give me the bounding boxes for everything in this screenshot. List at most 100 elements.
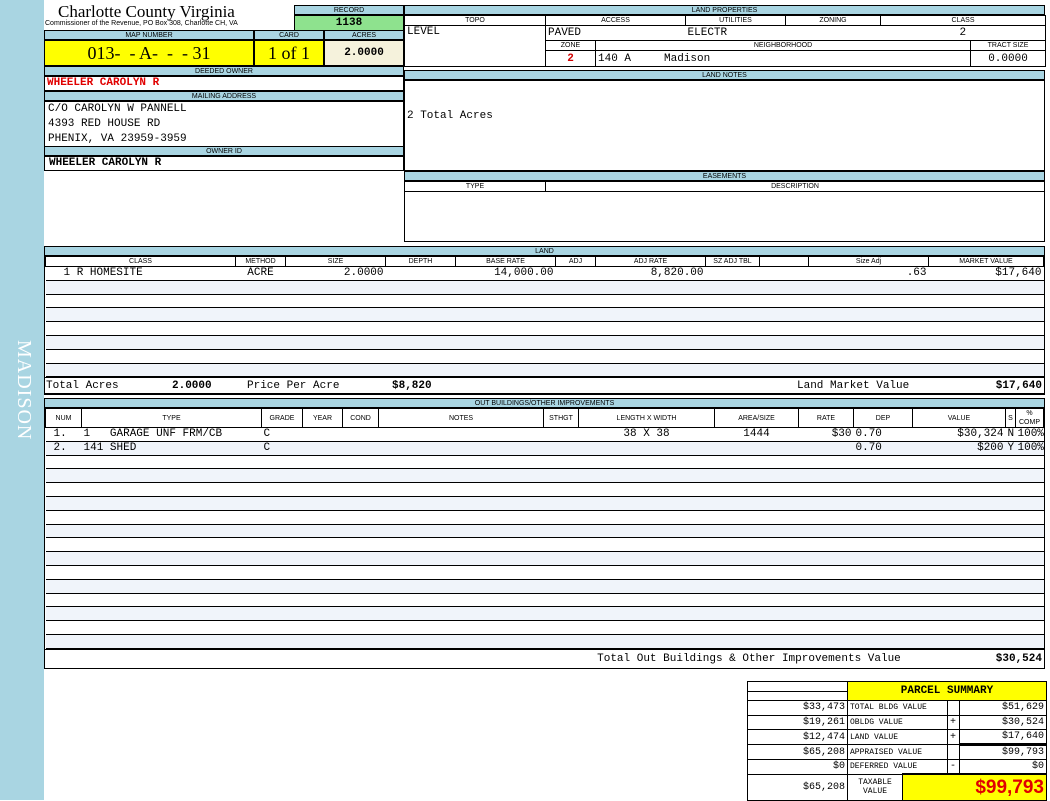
land-cell xyxy=(455,279,556,295)
outbuilding-cell xyxy=(1015,564,1044,580)
outbuilding-cell xyxy=(543,523,579,539)
class-value: 2 xyxy=(880,25,1047,41)
land-cell xyxy=(385,334,456,350)
summary-row: $0 DEFERRED VALUE - $0 xyxy=(747,759,1047,775)
map-number-label: MAP NUMBER xyxy=(44,30,254,40)
address-line: C/O CAROLYN W PANNELL xyxy=(48,103,187,115)
taxable-value: $99,793 xyxy=(902,773,1047,801)
summary-label: LAND VALUE xyxy=(847,729,948,745)
summary-operator xyxy=(947,700,960,716)
outbuilding-cell xyxy=(853,468,913,484)
outbuilding-cell xyxy=(1005,633,1016,649)
outbuilding-cell xyxy=(543,482,579,497)
outbuilding-cell xyxy=(302,454,343,470)
outbuilding-cell xyxy=(302,564,343,580)
outbuilding-cell xyxy=(1015,523,1044,539)
outbuilding-cell xyxy=(714,564,799,580)
outbuilding-cell xyxy=(378,564,544,580)
outbuilding-cell xyxy=(378,606,544,622)
outbuilding-cell xyxy=(853,606,913,622)
land-cell xyxy=(285,307,386,323)
summary-prior-value: $0 xyxy=(747,759,848,775)
acres-value: 2.0000 xyxy=(324,40,404,66)
land-cell xyxy=(928,334,1044,350)
outbuilding-cell xyxy=(714,592,799,608)
land-cell xyxy=(705,362,760,378)
outbuilding-cell xyxy=(578,523,715,539)
land-cell xyxy=(455,293,556,309)
outbuilding-row xyxy=(45,509,1044,525)
summary-prior-value: $12,474 xyxy=(747,729,848,745)
outbuilding-cell xyxy=(1015,454,1044,470)
outbuilding-cell xyxy=(302,633,343,649)
outbuilding-cell xyxy=(342,606,379,622)
summary-label: DEFERRED VALUE xyxy=(847,759,948,775)
land-cell xyxy=(595,321,706,336)
neighborhood-header: NEIGHBORHOOD xyxy=(594,40,972,51)
summary-operator xyxy=(947,744,960,760)
outbuilding-row xyxy=(45,592,1044,608)
total-acres-label: Total Acres xyxy=(46,379,119,392)
outbuilding-cell xyxy=(578,440,715,456)
outbuilding-cell xyxy=(1015,620,1044,635)
outbuilding-row xyxy=(45,564,1044,580)
outbuilding-cell xyxy=(378,427,544,442)
outbuilding-cell xyxy=(714,620,799,635)
outbuilding-cell xyxy=(853,551,913,566)
land-cell xyxy=(928,348,1044,364)
outbuilding-column-header: YEAR xyxy=(302,408,343,428)
outbuilding-row xyxy=(45,468,1044,484)
outbuilding-cell xyxy=(45,454,82,470)
land-cell xyxy=(285,293,386,309)
outbuilding-cell xyxy=(798,509,854,525)
outbuilding-cell xyxy=(578,537,715,553)
land-cell xyxy=(555,362,596,378)
outbuilding-cell xyxy=(798,564,854,580)
outbuilding-cell xyxy=(342,564,379,580)
outbuilding-cell xyxy=(543,495,579,511)
class-header: CLASS xyxy=(880,15,1047,26)
outbuilding-cell xyxy=(578,564,715,580)
outbuilding-cell xyxy=(45,620,82,635)
outbuilding-row xyxy=(45,537,1044,553)
outbuilding-cell xyxy=(798,537,854,553)
outbuilding-cell xyxy=(45,633,82,649)
outbuilding-cell xyxy=(912,523,1006,539)
outbuilding-cell xyxy=(543,427,579,442)
summary-value: $30,524 xyxy=(959,714,1047,730)
record-label: RECORD xyxy=(294,5,404,15)
outbuilding-cell xyxy=(45,606,82,622)
outbuilding-cell: N xyxy=(1005,427,1016,442)
mailing-address: C/O CAROLYN W PANNELL 4393 RED HOUSE RD … xyxy=(44,101,404,147)
parcel-summary: PARCEL SUMMARY $33,473 TOTAL BLDG VALUE $5… xyxy=(747,681,1047,801)
outbuilding-cell xyxy=(1005,495,1016,511)
outbuilding-cell xyxy=(578,482,715,497)
outbuilding-cell xyxy=(342,468,379,484)
outbuilding-cell xyxy=(798,620,854,635)
summary-prior-value: $19,261 xyxy=(747,714,848,730)
land-column-header: SIZE xyxy=(285,256,386,267)
outbuilding-cell xyxy=(261,606,303,622)
land-cell xyxy=(759,321,809,336)
outbuilding-cell xyxy=(45,523,82,539)
summary-value: $99,793 xyxy=(959,743,1047,760)
summary-label: OBLDG VALUE xyxy=(847,714,948,730)
land-market-value-label: Land Market Value xyxy=(797,379,910,392)
outbuilding-cell xyxy=(378,620,544,635)
summary-row: $65,208 APPRAISED VALUE $99,793 xyxy=(747,743,1047,760)
outbuildings-table: NUM TYPE GRADE YEAR COND NOTES STHGT LENGTH X W… xyxy=(44,408,1045,669)
land-notes-title: LAND NOTES xyxy=(404,70,1045,80)
outbuilding-cell xyxy=(342,440,379,456)
outbuilding-cell xyxy=(798,633,854,649)
outbuilding-cell xyxy=(853,454,913,470)
outbuilding-cell xyxy=(578,551,715,566)
land-cell xyxy=(595,307,706,323)
outbuilding-cell: 0.70 xyxy=(853,427,913,442)
outbuilding-cell: $30,324 xyxy=(912,427,1006,442)
outbuilding-cell xyxy=(261,620,303,635)
outbuilding-cell xyxy=(378,509,544,525)
outbuilding-cell xyxy=(81,551,262,566)
land-cell xyxy=(705,334,760,350)
land-market-value: $17,640 xyxy=(995,379,1042,392)
office-subtitle: Commissioner of the Revenue, PO Box 308,… xyxy=(45,20,238,27)
